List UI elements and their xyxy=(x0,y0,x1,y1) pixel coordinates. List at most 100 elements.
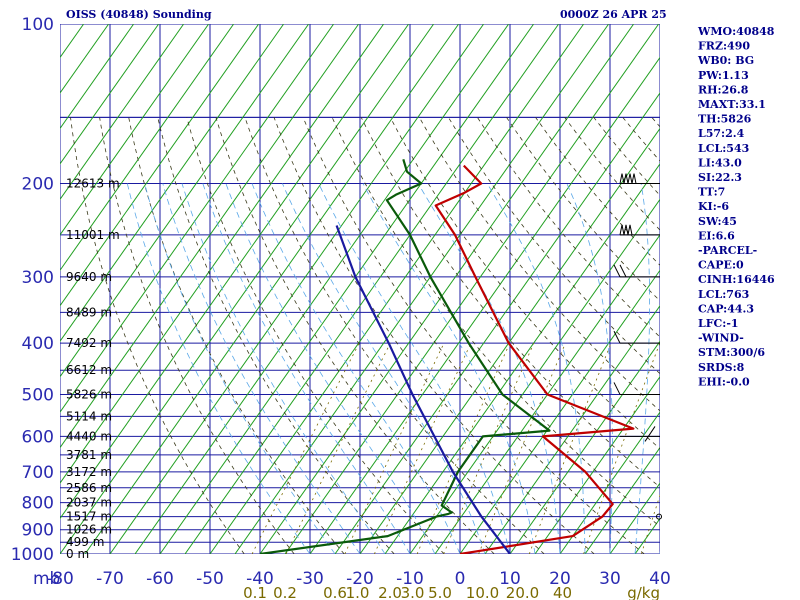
isotherm-line xyxy=(259,24,635,554)
index-entry: EHI:-0.0 xyxy=(698,375,750,388)
dry-adiabat-line xyxy=(535,117,660,266)
moist-adiabat-line xyxy=(659,550,660,554)
chart-title: OISS (40848) Sounding xyxy=(66,8,212,21)
index-entry: TT:7 xyxy=(698,186,725,199)
temperature-tick-label: 40 xyxy=(649,569,671,589)
dry-adiabat-line xyxy=(70,117,245,554)
wind-barbs xyxy=(613,173,662,520)
index-entry: EI:6.6 xyxy=(698,229,735,242)
temperature-tick-label: -50 xyxy=(196,569,224,589)
wind-barb-feather xyxy=(613,382,621,395)
wind-barb-flag xyxy=(631,173,637,184)
temperature-tick-label: -70 xyxy=(96,569,124,589)
mixing-ratio-line xyxy=(641,493,660,554)
isotherm-line xyxy=(434,233,660,554)
mixing-ratio-tick-label: 0.6 xyxy=(323,584,347,600)
moist-adiabat-line xyxy=(144,183,336,554)
dry-adiabat-line xyxy=(768,117,800,554)
mixing-ratio-tick-label: 40 xyxy=(553,584,572,600)
height-label: 5826 m xyxy=(66,387,112,401)
index-entry: SI:22.3 xyxy=(698,171,742,184)
height-label: 9640 m xyxy=(66,270,112,284)
pressure-tick-label: 900 xyxy=(22,521,54,541)
isotherm-line xyxy=(60,24,135,130)
wind-barb-feather xyxy=(619,264,627,278)
height-label: 0 m xyxy=(66,547,89,561)
wind-barb-flag xyxy=(619,224,625,236)
index-entry: LI:43.0 xyxy=(698,156,742,169)
mixing-ratio-unit: g/kg xyxy=(627,584,660,600)
height-label: 3781 m xyxy=(66,448,112,462)
index-entry: RH:26.8 xyxy=(698,83,749,96)
pressure-tick-label: 400 xyxy=(22,334,54,354)
pressure-tick-label: 700 xyxy=(22,463,54,483)
moist-adiabat-line xyxy=(181,183,386,554)
height-label: 1026 m xyxy=(66,523,112,537)
isotherm-line xyxy=(459,269,660,554)
pressure-tick-label: 800 xyxy=(22,494,54,514)
index-entry: WMO:40848 xyxy=(697,25,775,38)
wind-barb-flag xyxy=(623,173,629,184)
isotherm-line xyxy=(60,24,385,484)
index-entry: SRDS:8 xyxy=(698,361,745,374)
mixing-ratio-tick-label: 10.0 xyxy=(466,584,499,600)
dry-adiabat-line xyxy=(215,117,495,554)
wind-barb xyxy=(619,224,660,236)
moist-adiabat-line xyxy=(162,183,361,554)
wind-barb xyxy=(613,382,660,395)
wind-barb-flag xyxy=(619,173,625,184)
index-entry: CINH:16446 xyxy=(698,273,775,286)
mixing-ratio-tick-label: 5.0 xyxy=(428,584,452,600)
isotherm-line xyxy=(159,24,535,554)
mixing-ratio-line xyxy=(285,342,391,554)
isotherm-line xyxy=(209,24,585,554)
pressure-tick-label: 500 xyxy=(22,385,54,405)
pressure-tick-label: 100 xyxy=(22,15,54,35)
index-entry: CAPE:0 xyxy=(698,259,744,272)
index-entry: LFC:-1 xyxy=(698,317,739,330)
mixing-ratio-tick-label: 1.0 xyxy=(346,584,370,600)
dry-adiabat-line xyxy=(477,117,660,338)
pressure-tick-label: 200 xyxy=(22,175,54,195)
temperature-tick-label: -40 xyxy=(246,569,274,589)
index-entry: LCL:543 xyxy=(698,142,749,155)
height-label: 1517 m xyxy=(66,510,112,524)
isotherm-line xyxy=(534,375,660,554)
chart-time: 0000Z 26 APR 25 xyxy=(560,8,667,21)
dry-adiabat-line xyxy=(273,117,595,554)
mixing-ratio-tick-label: 0.2 xyxy=(273,584,297,600)
dry-adiabat-line xyxy=(331,117,660,528)
moist-adiabat-line xyxy=(282,183,486,554)
mixing-ratio-line xyxy=(478,342,566,554)
height-label: 11001 m xyxy=(66,228,120,242)
isotherm-line xyxy=(234,24,610,554)
moist-adiabat-line xyxy=(417,183,561,554)
height-label: 7492 m xyxy=(66,336,112,350)
isotherm-line xyxy=(584,446,660,554)
wind-barb-flag xyxy=(627,224,633,236)
isotherm-line xyxy=(60,24,285,343)
moist-adiabat-line xyxy=(362,183,536,554)
isotherm-line xyxy=(184,24,560,554)
isotherm-line xyxy=(60,24,185,201)
index-entry: STM:300/6 xyxy=(698,346,765,359)
wind-barb-flag xyxy=(627,173,633,184)
temperature-tick-label: -10 xyxy=(396,569,424,589)
index-entry: MAXT:33.1 xyxy=(698,98,766,111)
lines-layer xyxy=(259,158,635,554)
wind-barb-feather xyxy=(644,426,656,442)
temperature-tick-label: 30 xyxy=(599,569,621,589)
temperature-tick-label: 0 xyxy=(455,569,466,589)
height-label: 8489 m xyxy=(66,305,112,319)
temperature-tick-label: -20 xyxy=(346,569,374,589)
sounding-line xyxy=(259,158,551,554)
wind-barb-feather xyxy=(613,330,621,344)
index-entry: PW:1.13 xyxy=(698,69,749,82)
isotherm-line xyxy=(60,24,360,449)
moist-adiabat-line xyxy=(318,183,511,554)
height-label: 3172 m xyxy=(66,465,112,479)
dry-adiabat-line xyxy=(99,117,295,554)
grid-layer xyxy=(60,24,800,554)
